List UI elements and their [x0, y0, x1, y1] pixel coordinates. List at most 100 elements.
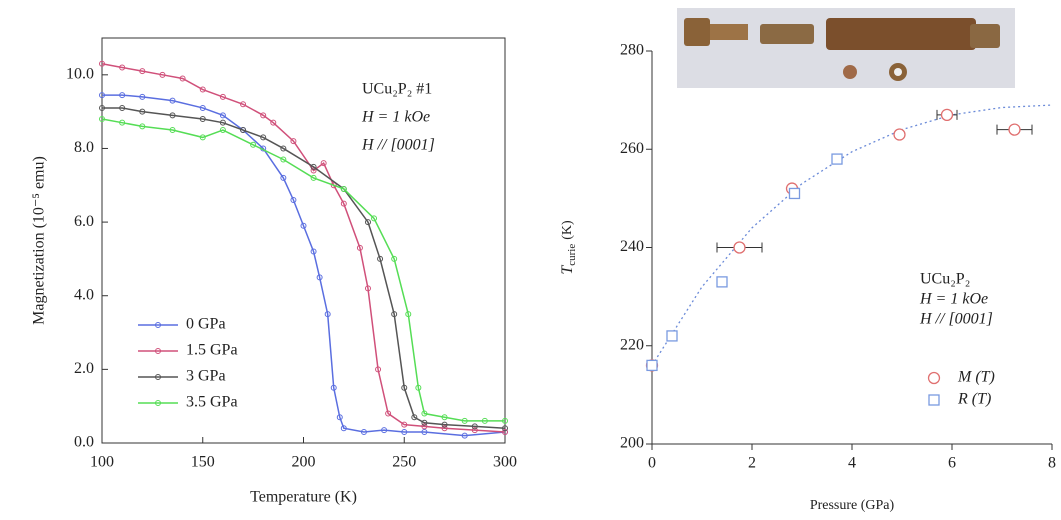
data-point	[139, 93, 146, 100]
data-point	[893, 128, 906, 141]
data-point	[219, 112, 226, 119]
y-tick-label: 6.0	[74, 213, 94, 230]
data-point	[401, 428, 408, 435]
data-point	[831, 153, 843, 165]
data-point	[219, 93, 226, 100]
data-point	[340, 425, 347, 432]
legend-marker	[155, 348, 161, 354]
legend-marker	[927, 371, 941, 385]
data-point	[179, 75, 186, 82]
y-tick-label: 10.0	[66, 65, 94, 82]
data-point	[219, 119, 226, 126]
data-point	[139, 68, 146, 75]
data-point	[421, 419, 428, 426]
data-point	[940, 108, 954, 122]
data-point	[375, 366, 382, 373]
data-point	[360, 428, 367, 435]
data-point	[199, 134, 206, 141]
data-point	[99, 104, 105, 111]
data-point	[371, 215, 378, 222]
data-point	[441, 414, 448, 421]
annotation: H // [0001]	[919, 311, 993, 328]
x-tick-label: 250	[392, 454, 416, 471]
data-point	[310, 248, 317, 255]
x-axis-label: Pressure (GPa)	[810, 498, 895, 513]
data-point	[139, 108, 146, 115]
data-point	[320, 160, 327, 167]
x-tick-label: 200	[292, 454, 316, 471]
data-point	[411, 414, 418, 421]
data-point	[99, 116, 105, 122]
x-tick-label: 100	[90, 454, 114, 471]
data-point	[415, 384, 422, 391]
data-point	[340, 200, 347, 207]
x-axis-label: Temperature (K)	[250, 489, 357, 506]
legend-label: 3.5 GPa	[186, 394, 238, 411]
data-point	[139, 123, 146, 130]
data-point	[290, 197, 297, 203]
data-point	[340, 185, 347, 192]
data-point	[119, 119, 126, 126]
legend-label: R (T)	[957, 391, 991, 408]
y-tick-label: 220	[620, 336, 644, 353]
sample-photo	[677, 8, 1015, 88]
y-label-sub: curie	[566, 244, 578, 266]
data-point	[502, 428, 508, 435]
y-tick-label: 260	[620, 140, 644, 157]
data-point	[716, 276, 728, 288]
legend-label: 3 GPa	[186, 368, 226, 385]
data-point	[260, 134, 267, 141]
x-tick-label: 2	[748, 455, 756, 472]
y-tick-label: 4.0	[74, 286, 94, 303]
data-point	[310, 163, 317, 170]
y-axis-label: Magnetization (10⁻⁵ emu)	[31, 156, 48, 325]
data-point	[356, 244, 363, 251]
data-point	[240, 127, 247, 134]
data-point	[391, 255, 398, 262]
series-line	[102, 107, 506, 430]
legend-marker	[928, 394, 940, 406]
data-point	[324, 311, 331, 318]
y-tick-label: 280	[620, 42, 644, 59]
data-point	[250, 141, 257, 148]
y-tick-label: 2.0	[74, 360, 94, 377]
data-point	[336, 414, 343, 421]
data-point	[385, 410, 392, 417]
data-point	[99, 60, 105, 67]
legend-label: 1.5 GPa	[186, 342, 238, 359]
data-point	[260, 112, 267, 119]
data-point	[280, 174, 287, 181]
data-point	[119, 92, 126, 99]
data-point	[502, 417, 508, 424]
data-point	[99, 92, 105, 99]
legend-label: 0 GPa	[186, 316, 226, 333]
x-tick-label: 150	[191, 454, 215, 471]
legend-marker	[155, 400, 161, 406]
x-tick-label: 4	[848, 455, 856, 472]
y-axis-label: Tcurie (K)	[559, 220, 578, 275]
data-point	[270, 119, 277, 126]
data-point	[280, 156, 287, 163]
data-point	[471, 427, 478, 434]
data-point	[280, 145, 287, 152]
annotation: H = 1 kOe	[361, 109, 430, 126]
series-line	[101, 63, 506, 433]
y-label-unit: (K)	[560, 220, 575, 240]
data-point	[169, 112, 176, 119]
legend-marker	[155, 374, 161, 380]
x-tick-label: 8	[1048, 455, 1056, 472]
data-point	[119, 104, 126, 111]
data-point	[199, 86, 206, 93]
y-tick-label: 240	[620, 238, 644, 255]
data-point	[401, 421, 408, 428]
data-point	[421, 428, 428, 435]
data-point	[310, 167, 317, 174]
data-point	[421, 423, 428, 430]
data-point	[199, 116, 206, 122]
data-point	[330, 384, 337, 391]
data-point	[381, 427, 388, 434]
series-line	[101, 118, 505, 422]
y-tick-label: 0.0	[74, 434, 94, 451]
data-point	[119, 64, 126, 71]
data-point	[502, 425, 508, 432]
